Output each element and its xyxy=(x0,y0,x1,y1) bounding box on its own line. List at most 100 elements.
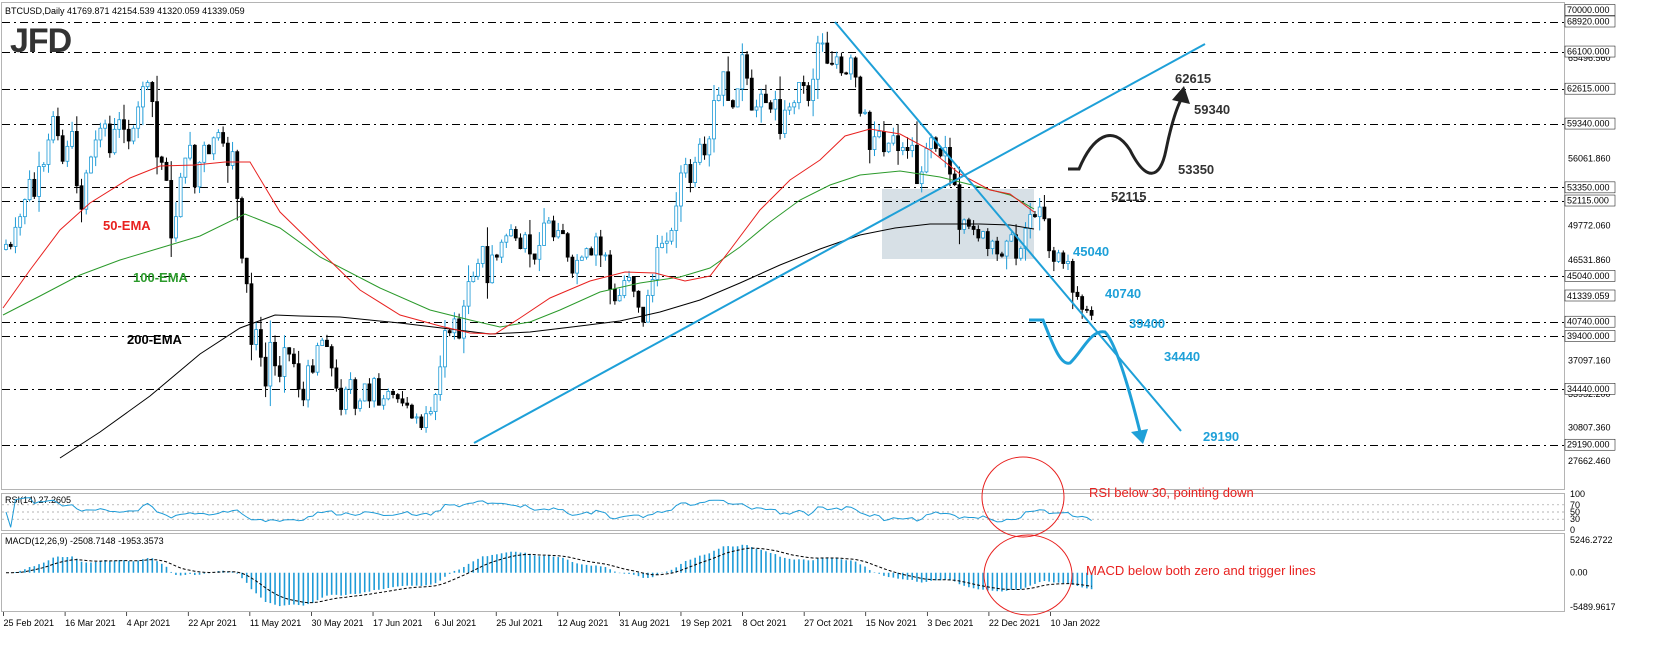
candle-body xyxy=(235,151,240,199)
candle-body xyxy=(561,230,565,235)
candle-body xyxy=(140,86,145,108)
candle-body xyxy=(683,164,688,174)
candle-body xyxy=(169,180,174,239)
candle-body xyxy=(608,254,613,290)
candle-body xyxy=(962,219,967,230)
candle-body xyxy=(306,365,310,401)
candle-body xyxy=(702,143,707,156)
candle-body xyxy=(806,85,811,101)
candle-body xyxy=(183,157,188,178)
price-level-tag xyxy=(1564,330,1616,342)
rsi-tick-label: 70 xyxy=(1570,500,1580,510)
candle-body xyxy=(900,147,905,152)
candle-body xyxy=(660,242,664,248)
candle-body xyxy=(1089,310,1094,316)
candle-body xyxy=(296,363,301,390)
candle-body xyxy=(65,145,70,162)
candle-body xyxy=(4,243,8,250)
macd-highlight-circle xyxy=(983,534,1073,616)
candle-body xyxy=(56,116,60,137)
candle-body xyxy=(221,132,226,144)
rsi-note: RSI below 30, pointing down xyxy=(1089,485,1254,500)
date-tick-label: 16 Mar 2021 xyxy=(65,618,116,628)
macd-histogram xyxy=(9,544,1093,607)
candle-body xyxy=(400,398,405,404)
date-tick-label: 22 Apr 2021 xyxy=(188,618,237,628)
date-tick-label: 8 Oct 2021 xyxy=(743,618,787,628)
rsi-tick-label: 100 xyxy=(1570,489,1585,499)
candle-body xyxy=(122,119,126,130)
candle-body xyxy=(575,259,580,274)
symbol-info: BTCUSD,Daily 41769.871 42154.539 41320.0… xyxy=(5,6,245,16)
date-tick-label: 17 Jun 2021 xyxy=(373,618,423,628)
candle-body xyxy=(1028,214,1033,229)
candle-body xyxy=(410,404,414,419)
candle-body xyxy=(310,365,315,373)
candle-body xyxy=(419,416,424,428)
candle-body xyxy=(627,276,631,281)
candle-body xyxy=(438,366,443,395)
candle-body xyxy=(263,356,268,387)
candle-body xyxy=(797,82,801,104)
price-level-tag xyxy=(1564,117,1616,130)
candle-body xyxy=(22,199,27,218)
price-tick-label: 27662.460 xyxy=(1568,456,1611,466)
price-level-label: 62615.000 xyxy=(1567,84,1610,94)
candle-body xyxy=(872,136,877,150)
candle-body xyxy=(721,71,726,96)
candle-body xyxy=(207,144,211,155)
candle-body xyxy=(249,283,254,345)
candle-body xyxy=(697,143,702,163)
candle-body xyxy=(395,394,400,400)
candle-body xyxy=(32,178,37,197)
candle-body xyxy=(240,198,244,259)
macd-axis: 5246.2722 0.00 -5489.9617 xyxy=(1570,535,1616,612)
candle-body xyxy=(381,398,386,406)
rsi-highlight-circle xyxy=(981,456,1065,538)
candle-body xyxy=(664,240,669,244)
candle-body xyxy=(820,42,825,45)
candle-body xyxy=(325,339,329,348)
candle-body xyxy=(490,254,495,284)
candle-body xyxy=(230,151,235,166)
candle-body xyxy=(461,305,466,339)
candle-body xyxy=(853,57,858,78)
candle-body xyxy=(84,172,89,210)
candle-body xyxy=(915,144,919,185)
candle-body xyxy=(70,131,74,147)
candle-body xyxy=(896,135,900,152)
candle-body xyxy=(466,281,471,307)
candle-body xyxy=(471,275,476,283)
price-tick-label: 46531.860 xyxy=(1568,255,1611,265)
candle-body xyxy=(79,185,84,210)
candle-body xyxy=(919,171,924,185)
falling-trendline xyxy=(834,21,1182,432)
level-label-59340: 59340 xyxy=(1194,102,1230,117)
jfd-logo: JFD xyxy=(10,22,72,60)
price-level-tag xyxy=(1564,194,1616,207)
candle-body xyxy=(202,144,207,163)
candle-body xyxy=(735,88,740,108)
level-label-40740: 40740 xyxy=(1105,286,1141,301)
candle-body xyxy=(839,56,844,74)
rsi-tick-label: 30 xyxy=(1570,514,1580,524)
candle-body xyxy=(971,225,976,230)
candle-body xyxy=(622,280,627,296)
price-axis: 65496.56056061.86049772.06046531.8604338… xyxy=(1564,4,1616,466)
current-price-marker xyxy=(1564,289,1616,302)
price-level-label: 68920.000 xyxy=(1567,17,1610,27)
candle-body xyxy=(358,400,362,409)
candle-body xyxy=(726,71,731,101)
price-level-tag xyxy=(1564,383,1616,395)
ema-100-label: 100-EMA xyxy=(133,270,189,285)
candle-body xyxy=(46,139,51,165)
candle-body xyxy=(320,339,325,346)
macd-tick-label: 0.00 xyxy=(1570,568,1588,578)
date-tick-label: 6 Jul 2021 xyxy=(435,618,477,628)
candle-body xyxy=(655,247,660,280)
rsi-line xyxy=(5,497,1092,528)
price-level-label: 53350.000 xyxy=(1567,182,1610,192)
candle-body xyxy=(1004,240,1009,257)
date-axis: 25 Feb 2021 16 Mar 2021 4 Apr 2021 22 Apr 2… xyxy=(3,612,1100,628)
candle-body xyxy=(532,253,537,260)
